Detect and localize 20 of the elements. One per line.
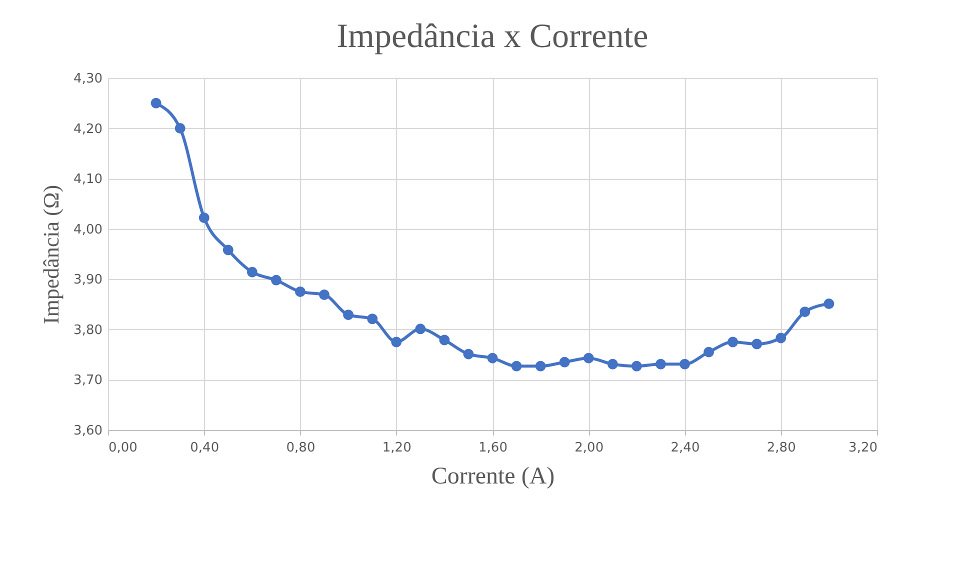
y-tick-label: 3,60: [74, 424, 102, 438]
x-tick-label: 2,80: [766, 440, 796, 456]
x-axis-title: Corrente (A): [431, 464, 555, 490]
x-tick-label: 2,00: [574, 440, 604, 456]
y-tick-label: 3,70: [74, 373, 102, 388]
x-tick-label: 1,60: [478, 440, 508, 456]
y-tick-label: 4,00: [74, 222, 102, 238]
y-tick-label: 3,80: [74, 322, 102, 338]
x-tick-label: 1,20: [382, 440, 412, 456]
chart-title: Impedância x Corrente: [336, 18, 648, 55]
y-axis-title: Impedância (Ω): [38, 184, 64, 324]
x-tick-label: 0,00: [108, 440, 138, 456]
y-tick-label: 4,20: [74, 122, 102, 137]
y-tick-label: 3,90: [74, 272, 102, 288]
x-tick-label: 0,80: [286, 440, 316, 456]
x-tick-label: 3,20: [848, 440, 878, 456]
y-tick-label: 4,30: [74, 72, 102, 86]
x-tick-label: 0,40: [190, 440, 220, 456]
x-tick-label: 2,40: [670, 440, 700, 456]
y-tick-label: 4,10: [74, 172, 102, 188]
